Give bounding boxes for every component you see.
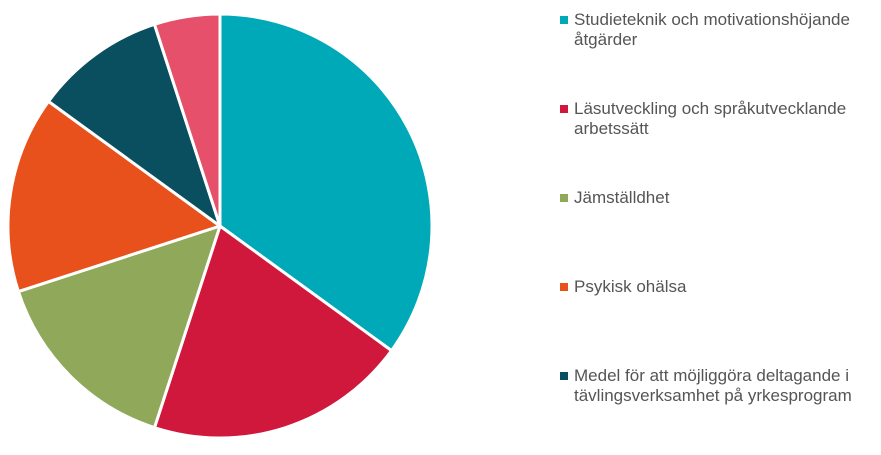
legend-swatch [560, 283, 568, 291]
legend-label: Studieteknik och motivationshöjande åtgä… [574, 10, 850, 49]
pie-slice [6, 99, 222, 294]
legend-swatch [560, 194, 568, 202]
pie-slice [218, 12, 434, 353]
legend-item: Jämställdhet [560, 188, 875, 277]
legend-swatch [560, 16, 568, 24]
legend-item: Studieteknik och motivationshöjande åtgä… [560, 10, 875, 99]
legend-item: Medel för att möjliggöra deltagande i tä… [560, 366, 875, 455]
pie-slice [152, 224, 394, 440]
pie-slice [46, 22, 222, 228]
legend-item: Psykisk ohälsa [560, 277, 875, 366]
legend: Studieteknik och motivationshöjande åtgä… [560, 10, 875, 455]
chart [6, 12, 434, 440]
legend-label: Medel för att möjliggöra deltagande i tä… [574, 366, 852, 405]
legend-swatch [560, 372, 568, 380]
legend-label: Jämställdhet [574, 188, 670, 207]
legend-label: Läsutveckling och språkutvecklande arbet… [574, 99, 847, 138]
legend-item: Läsutveckling och språkutvecklande arbet… [560, 99, 875, 188]
legend-swatch [560, 105, 568, 113]
pie-slice [152, 12, 222, 228]
legend-label: Psykisk ohälsa [574, 277, 687, 296]
page: Studieteknik och motivationshöjande åtgä… [6, 10, 852, 440]
